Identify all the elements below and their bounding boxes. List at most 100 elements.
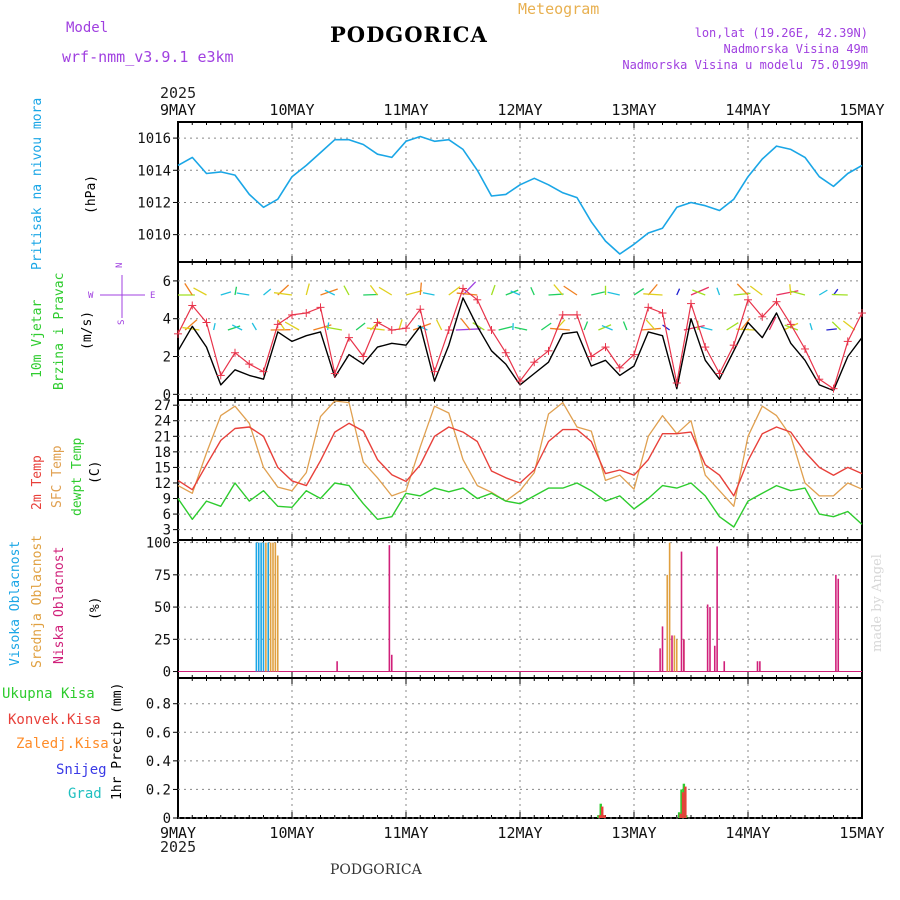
- wind-arrow: [343, 285, 350, 296]
- wind-arrow: [622, 321, 628, 331]
- pressure-label: Pritisak na nivou mora: [30, 97, 45, 270]
- precip-conv-bar: [601, 806, 604, 818]
- y-tick-label: 0.6: [146, 725, 171, 741]
- y-tick-label: 50: [154, 600, 171, 616]
- day-label-bottom: 12MAY: [497, 824, 542, 842]
- wind-arrow: [326, 322, 330, 331]
- model-label: Model: [66, 20, 109, 36]
- compass-e-label: E: [150, 291, 155, 301]
- y-tick-label: 12: [154, 476, 171, 492]
- y-tick-label: 25: [154, 632, 171, 648]
- y-tick-label: 1012: [137, 195, 171, 211]
- wind-arrow: [456, 292, 478, 296]
- year-label-bottom: 2025: [160, 838, 197, 856]
- y-tick-label: 3: [163, 523, 171, 539]
- wind-arrow: [231, 324, 243, 331]
- wind-arrow: [633, 287, 645, 296]
- precip-legend-conv: Konvek.Kisa: [8, 712, 101, 728]
- wind-arrow: [607, 291, 620, 296]
- pressure-unit: (hPa): [84, 174, 99, 214]
- wind-arrow: [818, 289, 828, 296]
- wind-arrow: [776, 290, 799, 296]
- panel-frame-3: [177, 539, 863, 679]
- wind-arrow: [784, 324, 799, 331]
- cloud-label-high: Visoka Oblacnost: [8, 540, 23, 666]
- precip-conv-bar: [598, 815, 602, 818]
- precip-legend-hail: Grad: [68, 786, 102, 802]
- wind-arrow: [550, 327, 570, 331]
- cloud-label-mid: Srednja Oblacnost: [30, 534, 45, 668]
- compass-w-label: W: [88, 291, 94, 301]
- y-tick-label: 0.2: [146, 782, 171, 798]
- page-title: PODGORICA: [330, 22, 488, 47]
- wind-unit: (m/s): [80, 310, 95, 350]
- day-label-top: 14MAY: [725, 101, 770, 119]
- day-label-top: 15MAY: [839, 101, 884, 119]
- wind-arrow: [740, 318, 751, 331]
- precip-conv-bar: [681, 792, 685, 818]
- wind-arrow: [472, 322, 485, 331]
- wind-arrow: [324, 289, 336, 296]
- axis-labels: 9MAY 9MAY 10MAY 10MAY 11MAY 11MAY 12MAY 12MAY 13…: [88, 101, 885, 842]
- wind-arrow: [690, 286, 710, 296]
- wind-arrow: [234, 286, 238, 296]
- panel-grids: [173, 122, 863, 819]
- y-tick-label: 100: [146, 536, 171, 552]
- wind-compass-icon: N W E S: [88, 263, 155, 325]
- wind-arrow: [716, 287, 721, 296]
- day-label-top: 9MAY: [160, 101, 196, 119]
- wind-arrow: [505, 289, 519, 296]
- wind-arrow: [273, 292, 293, 296]
- wind-label-1: 10m Vjetar: [30, 299, 45, 378]
- day-label-bottom: 10MAY: [269, 824, 314, 842]
- wind-arrow: [455, 328, 482, 331]
- wind-gust-line: [177, 287, 863, 390]
- temp-label-sfc: SFC Temp: [50, 445, 65, 508]
- day-label-bottom: 9MAY: [160, 824, 196, 842]
- y-tick-label: 21: [154, 429, 171, 445]
- wind-arrow: [583, 321, 589, 331]
- temp-unit: (C): [88, 460, 103, 484]
- footer-title: PODGORICA: [330, 862, 422, 878]
- wind-arrow: [790, 290, 806, 296]
- wind-arrow: [789, 284, 792, 296]
- wind-arrow: [263, 288, 272, 296]
- y-tick-label: 0: [163, 387, 171, 403]
- day-label-bottom: 13MAY: [611, 824, 656, 842]
- precip-conv-bar: [679, 813, 682, 818]
- panel-frame-0: [177, 121, 863, 263]
- wind-arrow: [212, 323, 216, 331]
- wind-arrow: [831, 321, 842, 331]
- y-tick-label: 1014: [137, 163, 171, 179]
- wind-arrow: [355, 322, 366, 331]
- y-tick-label: 0.8: [146, 697, 171, 713]
- wind-arrow: [601, 324, 613, 331]
- y-tick-label: 24: [154, 414, 171, 430]
- wind-arrow: [462, 281, 477, 296]
- precip-conv-bar: [603, 815, 606, 818]
- wind-arrow: [378, 286, 393, 296]
- wind-arrow: [548, 293, 564, 296]
- altitude-text: Nadmorska Visina 49m: [723, 42, 869, 56]
- wind-arrow: [284, 321, 300, 331]
- precip-total-bar: [599, 803, 602, 818]
- day-label-top: 12MAY: [497, 101, 542, 119]
- wind-arrow: [220, 291, 232, 296]
- dewpoint-line: [177, 482, 863, 528]
- precip-legend-total: Ukupna Kisa: [2, 686, 95, 702]
- y-tick-label: 9: [163, 492, 171, 508]
- y-tick-label: 0: [163, 811, 171, 827]
- wind-arrow: [405, 290, 423, 296]
- wind-label-2: Brzina i Pravac: [52, 272, 67, 390]
- wind-arrow: [236, 292, 250, 296]
- wind-arrow: [277, 319, 286, 331]
- precip-total-bar: [677, 812, 681, 818]
- lonlat-text: lon,lat (19.26E, 42.39N): [694, 26, 868, 40]
- wind-arrow: [831, 293, 848, 296]
- wind-arrow: [749, 285, 763, 296]
- panel-frame-4: [177, 677, 863, 819]
- wind-arrow: [251, 322, 257, 331]
- wind-arrow: [563, 285, 578, 296]
- precip-unit: 1hr Precip (mm): [110, 682, 125, 800]
- wind-arrow: [305, 283, 310, 296]
